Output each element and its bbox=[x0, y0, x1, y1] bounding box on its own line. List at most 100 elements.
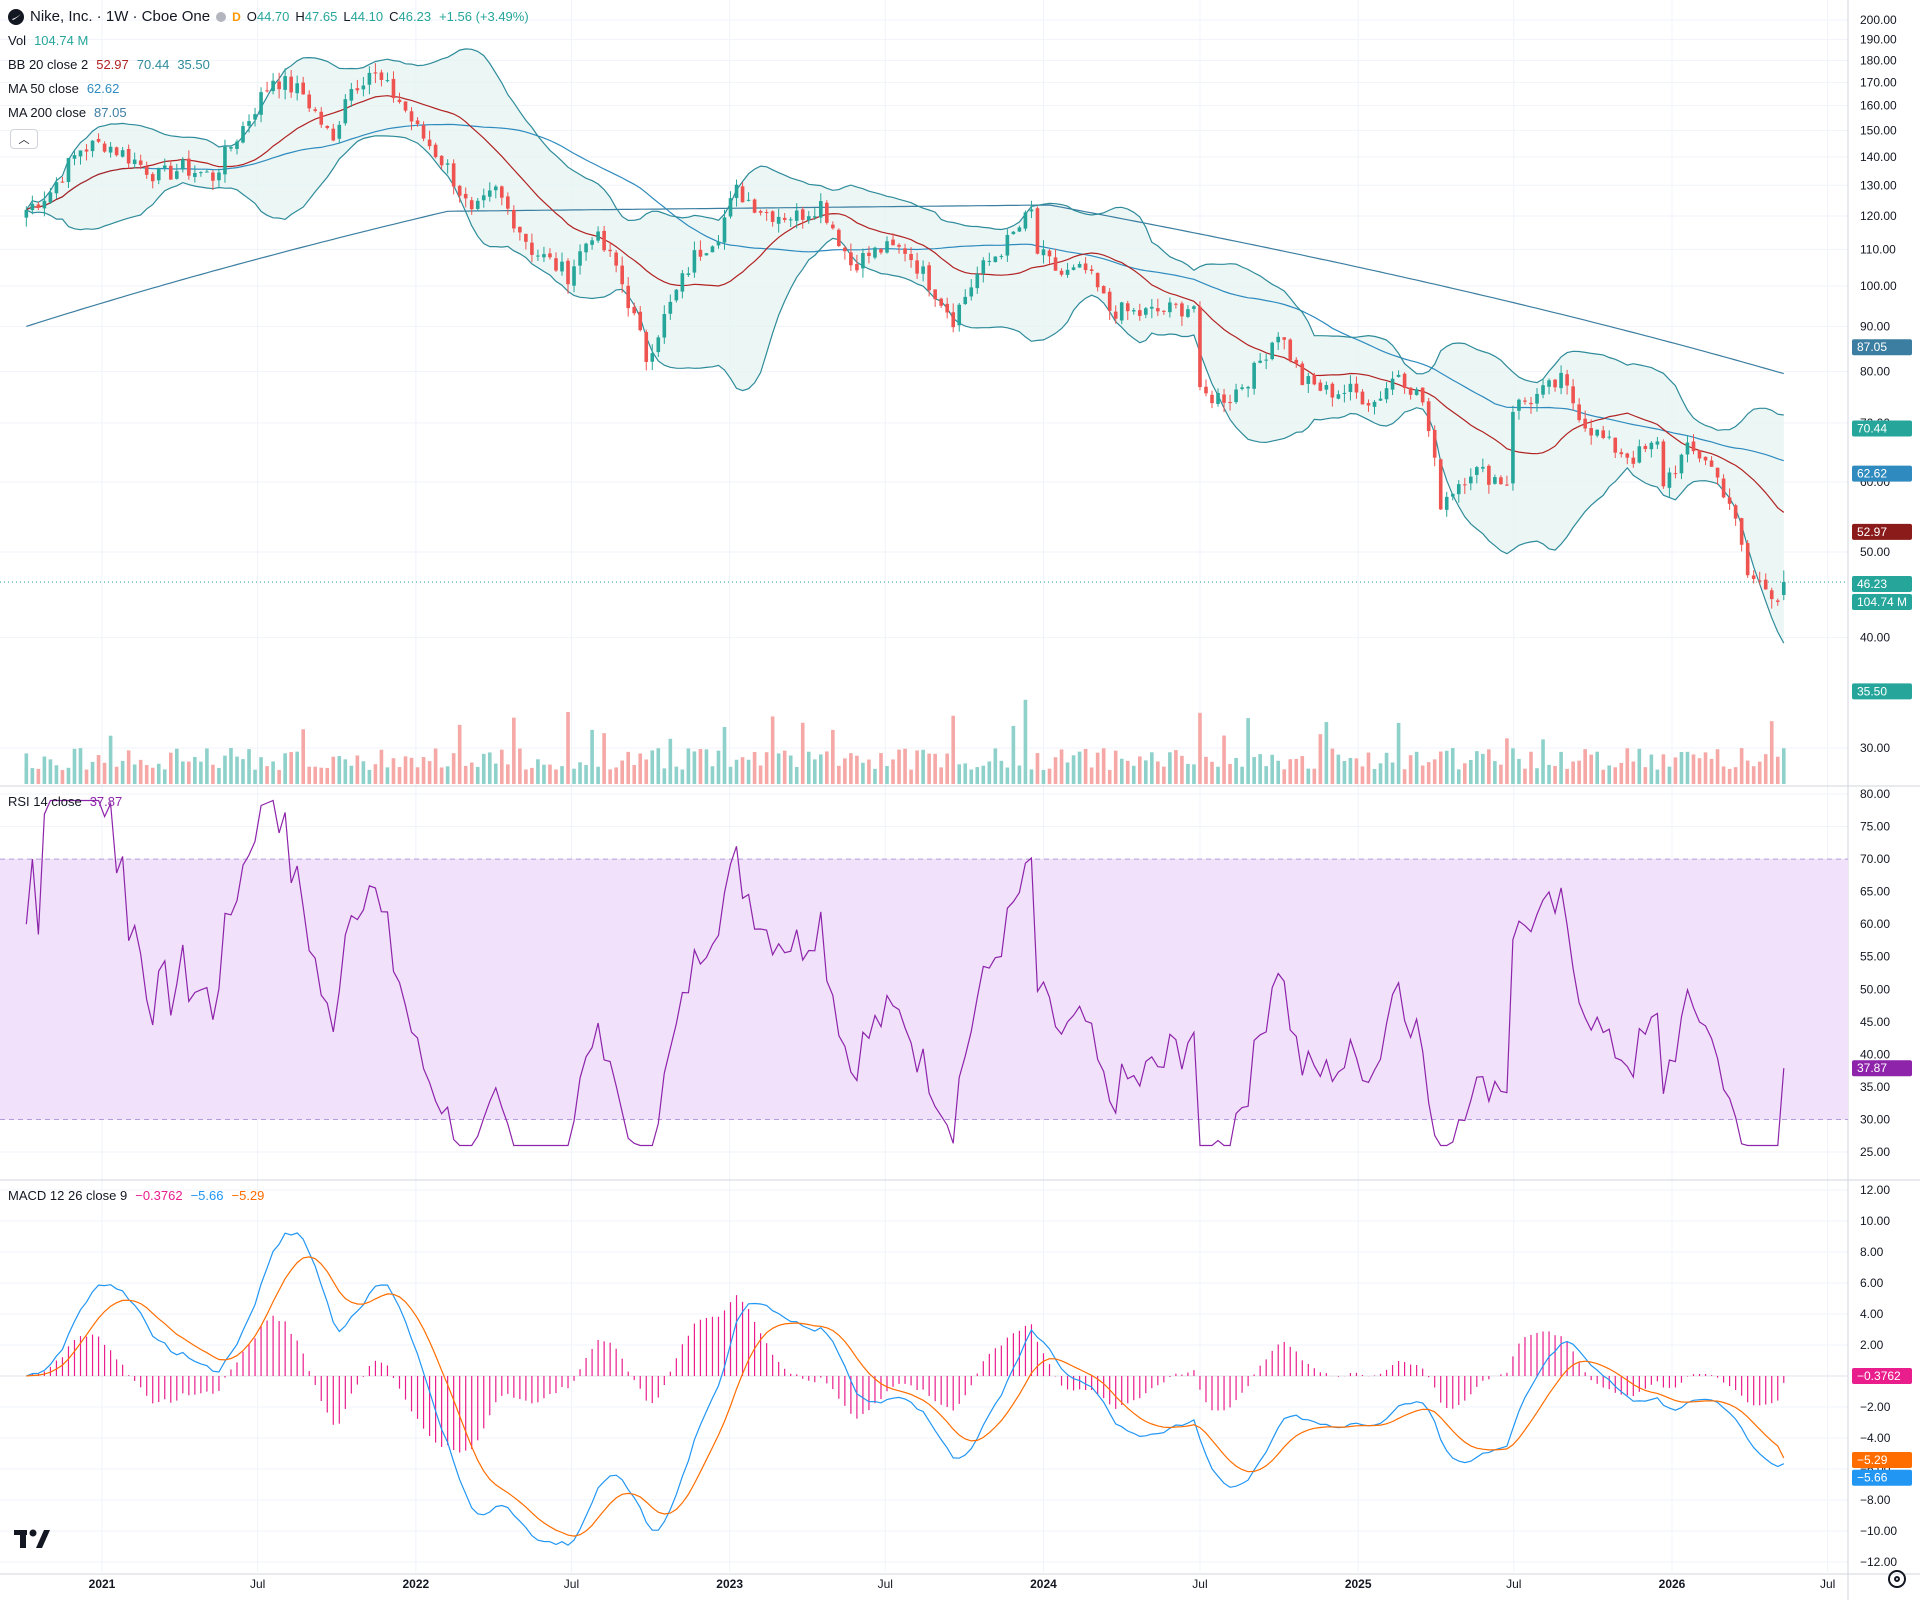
volume-bar bbox=[409, 757, 414, 784]
candle-body bbox=[668, 301, 673, 314]
candle-body bbox=[1655, 441, 1660, 445]
collapse-legend-button[interactable]: ︿ bbox=[10, 129, 38, 149]
macd-tick-label: 6.00 bbox=[1860, 1276, 1884, 1290]
volume-bar bbox=[1041, 769, 1046, 784]
change-value: +1.56 (+3.49%) bbox=[439, 9, 529, 24]
vol-legend[interactable]: Vol 104.74 M bbox=[8, 33, 88, 49]
candle-body bbox=[1571, 386, 1575, 404]
volume-bar bbox=[770, 716, 775, 784]
candle-body bbox=[596, 231, 600, 241]
candle-body bbox=[969, 287, 974, 297]
candle-body bbox=[957, 304, 962, 326]
volume-bar bbox=[1444, 750, 1449, 784]
volume-bar bbox=[162, 769, 167, 784]
candle-body bbox=[36, 204, 41, 208]
volume-bar bbox=[614, 767, 618, 784]
candle-body bbox=[217, 172, 221, 181]
volume-bar bbox=[1312, 768, 1317, 784]
volume-bar bbox=[84, 769, 89, 784]
candle-body bbox=[1125, 303, 1130, 312]
bb-basis-value: 52.97 bbox=[96, 57, 129, 72]
data-badge[interactable]: D bbox=[232, 10, 241, 24]
volume-bar bbox=[1667, 766, 1672, 784]
candle-body bbox=[1053, 257, 1058, 271]
volume-bar bbox=[806, 751, 811, 784]
candle-body bbox=[144, 166, 149, 175]
volume-bar bbox=[1691, 754, 1696, 784]
candle-body bbox=[1625, 453, 1630, 458]
time-tick-label: Jul bbox=[1506, 1577, 1521, 1591]
volume-bar bbox=[235, 756, 239, 784]
volume-bar bbox=[566, 712, 570, 784]
candle-body bbox=[385, 80, 390, 82]
volume-bar bbox=[1408, 755, 1413, 784]
candle-body bbox=[1529, 402, 1533, 405]
candle-body bbox=[1691, 441, 1696, 452]
candle-body bbox=[698, 249, 703, 257]
price-tick-label: 90.00 bbox=[1860, 319, 1890, 333]
volume-bar bbox=[493, 763, 498, 784]
volume-bar bbox=[1204, 756, 1208, 784]
volume-bar bbox=[283, 753, 287, 784]
macd-legend[interactable]: MACD 12 26 close 9 −0.3762 −5.66 −5.29 bbox=[8, 1188, 264, 1204]
volume-bar bbox=[1559, 751, 1563, 784]
ma50-legend[interactable]: MA 50 close 62.62 bbox=[8, 81, 119, 97]
candle-body bbox=[1438, 459, 1443, 510]
candle-body bbox=[1258, 360, 1262, 363]
candle-body bbox=[554, 258, 558, 271]
vol-value: 104.74 M bbox=[34, 33, 89, 48]
candle-body bbox=[1101, 286, 1106, 294]
candle-body bbox=[728, 198, 733, 217]
candle-body bbox=[1601, 430, 1606, 438]
candle-body bbox=[493, 186, 498, 191]
price-tick-label: 30.00 bbox=[1860, 741, 1890, 755]
tradingview-logo-icon[interactable] bbox=[14, 1528, 50, 1550]
volume-bar bbox=[126, 750, 131, 784]
candle-body bbox=[313, 109, 318, 111]
candle-body bbox=[1408, 387, 1413, 395]
volume-bar bbox=[644, 759, 649, 784]
candle-body bbox=[584, 243, 588, 253]
candle-body bbox=[187, 158, 191, 176]
candle-body bbox=[734, 184, 739, 199]
candle-body bbox=[692, 250, 697, 273]
volume-bar bbox=[1775, 756, 1780, 784]
bb-label: BB 20 close 2 bbox=[8, 57, 89, 72]
volume-bar bbox=[698, 749, 703, 784]
rsi-legend[interactable]: RSI 14 close 37.87 bbox=[8, 794, 122, 810]
volume-bar bbox=[638, 753, 643, 784]
volume-bar bbox=[975, 767, 980, 784]
volume-bar bbox=[1017, 765, 1022, 784]
candle-body bbox=[825, 202, 829, 223]
volume-bar bbox=[1053, 757, 1058, 784]
gear-icon[interactable] bbox=[1888, 1570, 1906, 1588]
volume-bar bbox=[205, 748, 209, 784]
volume-bar bbox=[1697, 758, 1702, 784]
candle-body bbox=[283, 76, 287, 90]
candle-body bbox=[391, 78, 396, 99]
price-tick-label: 200.00 bbox=[1860, 13, 1897, 27]
low-label: L bbox=[343, 9, 351, 24]
candle-body bbox=[451, 163, 456, 187]
macd-tick-label: 10.00 bbox=[1860, 1214, 1890, 1228]
volume-bar bbox=[253, 769, 257, 784]
symbol-title[interactable]: Nike, Inc. · 1W · Cboe One bbox=[30, 8, 211, 25]
volume-bar bbox=[138, 759, 143, 784]
ma200-legend[interactable]: MA 200 close 87.05 bbox=[8, 105, 127, 121]
candle-body bbox=[126, 148, 131, 164]
volume-bar bbox=[879, 753, 883, 784]
volume-bar bbox=[1192, 764, 1196, 784]
volume-bar bbox=[1420, 765, 1425, 784]
candle-body bbox=[500, 186, 504, 198]
volume-bar bbox=[1529, 751, 1533, 784]
volume-bar bbox=[656, 748, 661, 784]
candle-body bbox=[1156, 308, 1160, 312]
bb-legend[interactable]: BB 20 close 2 52.97 70.44 35.50 bbox=[8, 57, 210, 73]
price-tick-label: 50.00 bbox=[1860, 545, 1890, 559]
macd-pane bbox=[0, 1232, 1848, 1546]
candle-body bbox=[861, 252, 865, 269]
candle-body bbox=[48, 192, 53, 203]
price-tick-label: 170.00 bbox=[1860, 75, 1897, 89]
candle-body bbox=[867, 252, 871, 256]
